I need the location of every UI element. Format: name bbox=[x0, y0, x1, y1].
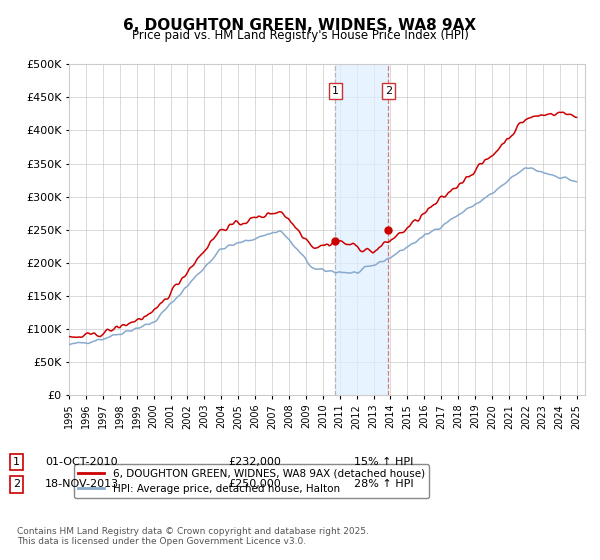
Text: £250,000: £250,000 bbox=[228, 479, 281, 489]
Text: 2: 2 bbox=[13, 479, 20, 489]
Bar bbox=[335, 64, 388, 395]
Text: 6, DOUGHTON GREEN, WIDNES, WA8 9AX: 6, DOUGHTON GREEN, WIDNES, WA8 9AX bbox=[124, 18, 476, 33]
Text: 28% ↑ HPI: 28% ↑ HPI bbox=[354, 479, 413, 489]
Text: 18-NOV-2013: 18-NOV-2013 bbox=[45, 479, 119, 489]
Legend: 6, DOUGHTON GREEN, WIDNES, WA8 9AX (detached house), HPI: Average price, detache: 6, DOUGHTON GREEN, WIDNES, WA8 9AX (deta… bbox=[74, 464, 429, 498]
Text: Price paid vs. HM Land Registry's House Price Index (HPI): Price paid vs. HM Land Registry's House … bbox=[131, 29, 469, 42]
Text: 1: 1 bbox=[13, 457, 20, 467]
Text: 2: 2 bbox=[385, 86, 392, 96]
Text: 1: 1 bbox=[332, 86, 339, 96]
Text: 01-OCT-2010: 01-OCT-2010 bbox=[45, 457, 118, 467]
Text: £232,000: £232,000 bbox=[228, 457, 281, 467]
Text: Contains HM Land Registry data © Crown copyright and database right 2025.
This d: Contains HM Land Registry data © Crown c… bbox=[17, 526, 368, 546]
Text: 15% ↑ HPI: 15% ↑ HPI bbox=[354, 457, 413, 467]
